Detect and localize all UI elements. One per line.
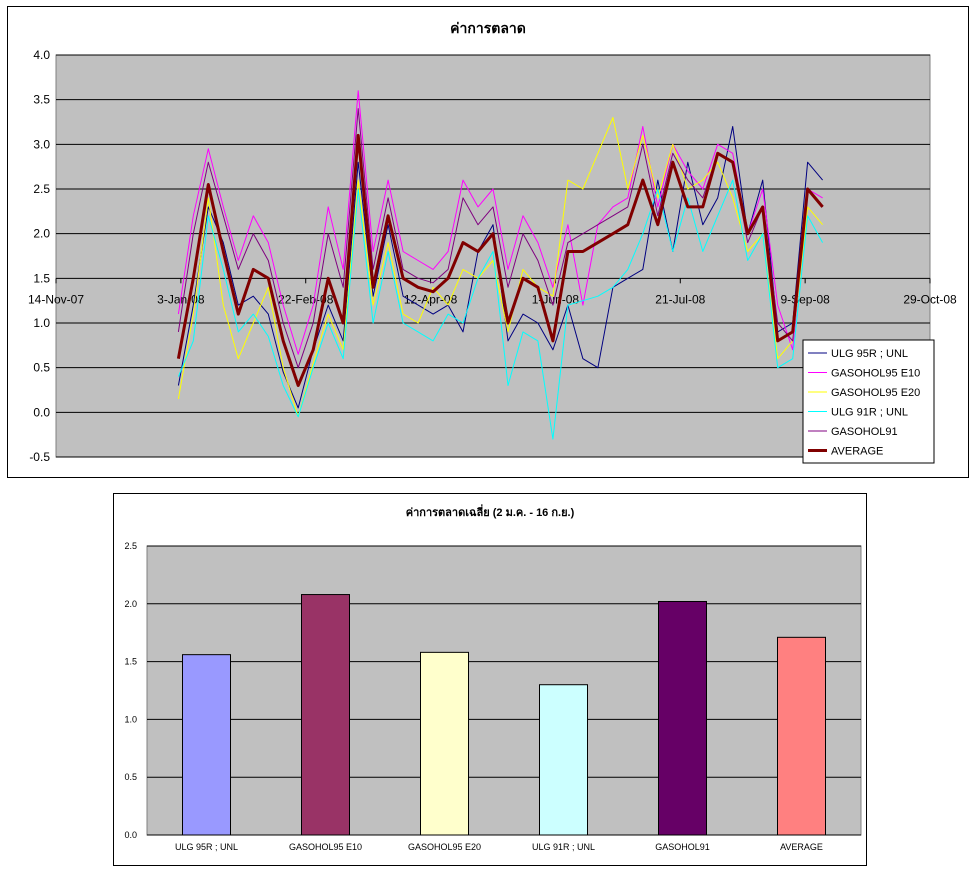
y-tick-label: 3.0 [33, 137, 50, 151]
x-tick-label: GASOHOL95 E10 [289, 842, 362, 852]
legend-label: GASOHOL91 [831, 426, 898, 438]
bar-average [777, 636, 826, 836]
x-tick-label: AVERAGE [780, 842, 823, 852]
y-tick-label: -0.5 [29, 450, 50, 464]
y-tick-label: 2.5 [33, 182, 50, 196]
chart-title: ค่าการตลาด [450, 20, 526, 36]
y-tick-label: 1.0 [33, 316, 50, 330]
bar-ulg-95r-unl [182, 654, 231, 836]
series-line-gasohol95-e10 [177, 90, 823, 355]
plot-area [146, 545, 862, 836]
y-tick-label: 4.0 [33, 48, 50, 62]
line-chart-panel: ค่าการตลาด 4.0 3.5 3.0 2.5 2.0 1.5 1.0 0.5 0.0 -0.… [7, 6, 969, 478]
y-tick-label: 0.5 [33, 361, 50, 375]
chart-title: ค่าการตลาดเฉลี่ย (2 ม.ค. - 16 ก.ย.) [406, 504, 575, 519]
legend-label: ULG 91R ; UNL [831, 407, 908, 419]
x-tick-label: 29-Oct-08 [903, 292, 957, 306]
bar-gasohol95-e20 [420, 651, 469, 836]
bar-chart-panel: ค่าการตลาดเฉลี่ย (2 ม.ค. - 16 ก.ย.) 2.5 2.… [113, 493, 867, 866]
y-tick-label: 2.0 [124, 599, 137, 609]
legend-label: GASOHOL95 E10 [831, 368, 920, 380]
plot-area [55, 54, 931, 458]
legend [802, 339, 935, 464]
series-line-ulg-91r-unl [177, 179, 824, 440]
x-tick-label: 14-Nov-07 [28, 292, 84, 306]
bar-chart: ค่าการตลาดเฉลี่ย (2 ม.ค. - 16 ก.ย.) 2.5 2.… [124, 504, 862, 852]
y-tick-label: 0.5 [124, 772, 137, 782]
bar-gasohol91 [658, 600, 707, 836]
x-tick-label: GASOHOL91 [655, 842, 710, 852]
line-chart: ค่าการตลาด 4.0 3.5 3.0 2.5 2.0 1.5 1.0 0.5 0.0 -0.… [28, 20, 957, 464]
x-tick-label: 21-Jul-08 [655, 292, 705, 306]
y-tick-label: 0.0 [124, 830, 137, 840]
x-tick-label: 12-Apr-08 [404, 292, 458, 306]
y-tick-label: 0.0 [33, 405, 50, 419]
y-tick-label: 3.5 [33, 93, 50, 107]
y-tick-label: 1.5 [33, 271, 50, 285]
bar-ulg-91r-unl [539, 684, 588, 836]
x-tick-label: ULG 95R ; UNL [175, 842, 238, 852]
y-tick-label: 2.0 [33, 227, 50, 241]
y-tick-label: 2.5 [124, 541, 137, 551]
y-tick-label: 1.5 [124, 657, 137, 667]
x-tick-label: ULG 91R ; UNL [532, 842, 595, 852]
series-line-average [176, 133, 824, 387]
legend-label: GASOHOL95 E20 [831, 387, 920, 399]
x-tick-label: 9-Sep-08 [780, 292, 830, 306]
legend-label: ULG 95R ; UNL [831, 348, 908, 360]
bar-gasohol95-e10 [301, 594, 350, 836]
legend-label: AVERAGE [831, 446, 883, 458]
x-tick-label: 22-Feb-08 [278, 292, 334, 306]
y-tick-label: 1.0 [124, 714, 137, 724]
x-tick-label: GASOHOL95 E20 [408, 842, 481, 852]
